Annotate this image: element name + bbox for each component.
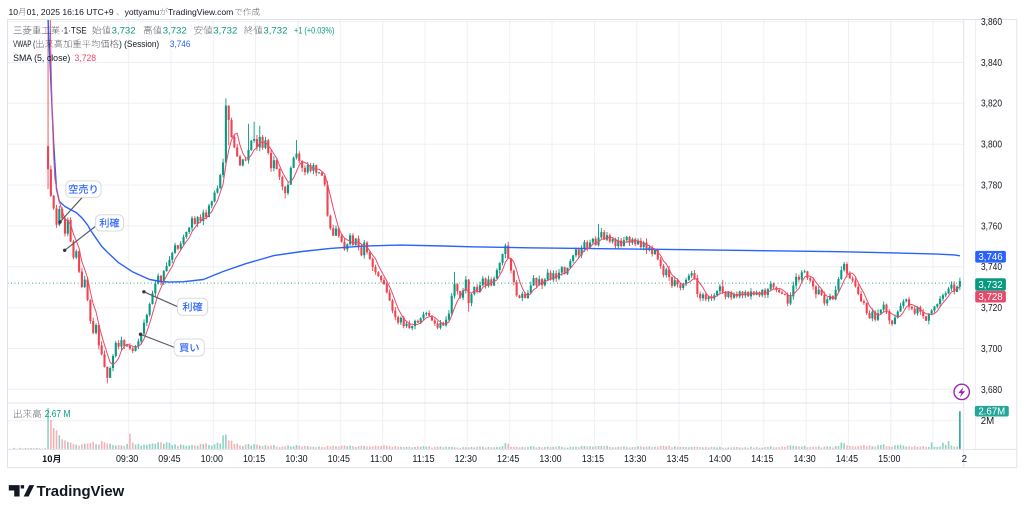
svg-text:2: 2: [962, 454, 967, 465]
svg-text:13:15: 13:15: [582, 454, 604, 465]
svg-text:13:30: 13:30: [624, 454, 647, 465]
svg-text:3,732: 3,732: [213, 26, 237, 37]
svg-text:3,732: 3,732: [978, 280, 1002, 291]
svg-text:13:00: 13:00: [539, 454, 562, 465]
svg-text:3,740: 3,740: [981, 262, 1003, 273]
svg-text:3,728: 3,728: [75, 53, 97, 64]
svg-text:10:45: 10:45: [328, 454, 350, 465]
svg-text:SMA (5, close): SMA (5, close): [13, 52, 70, 63]
svg-text:) (Session): ) (Session): [119, 38, 159, 49]
svg-text:TradingView: TradingView: [37, 484, 125, 500]
svg-text:11:15: 11:15: [412, 454, 434, 465]
svg-text:+1 (+0.03%): +1 (+0.03%): [294, 26, 334, 37]
svg-text:3,800: 3,800: [981, 140, 1003, 151]
svg-text:3,840: 3,840: [981, 58, 1003, 69]
svg-text:3,746: 3,746: [978, 252, 1002, 263]
svg-text:10:15: 10:15: [243, 454, 265, 465]
svg-text:3,860: 3,860: [981, 17, 1003, 28]
svg-text:13:45: 13:45: [666, 454, 688, 465]
svg-text:01, 2025 16:16 UTC+9: 01, 2025 16:16 UTC+9: [27, 7, 114, 17]
svg-text:3,680: 3,680: [981, 385, 1003, 396]
svg-text:2M: 2M: [981, 416, 994, 427]
svg-text:3,746: 3,746: [170, 39, 191, 50]
svg-text:3,732: 3,732: [263, 26, 287, 37]
svg-text:12:30: 12:30: [455, 454, 478, 465]
svg-text:3,732: 3,732: [163, 26, 187, 37]
svg-text:14:15: 14:15: [751, 454, 773, 465]
svg-text:TradingView.com: TradingView.com: [168, 7, 233, 17]
svg-text:3,820: 3,820: [981, 99, 1003, 110]
svg-text:12:45: 12:45: [497, 454, 519, 465]
svg-text:·1·TSE: ·1·TSE: [61, 26, 87, 36]
svg-text:3,732: 3,732: [112, 26, 136, 37]
svg-text:14:45: 14:45: [836, 454, 858, 465]
svg-text:3,760: 3,760: [981, 221, 1003, 232]
svg-text:2.67M: 2.67M: [978, 407, 1005, 418]
svg-text:10:00: 10:00: [201, 454, 224, 465]
svg-text:2.67 M: 2.67 M: [45, 409, 71, 420]
svg-text:3,700: 3,700: [981, 344, 1003, 355]
svg-text:11:00: 11:00: [370, 454, 393, 465]
svg-text:10: 10: [9, 7, 19, 17]
svg-text:3,720: 3,720: [981, 303, 1003, 314]
svg-text:14:30: 14:30: [793, 454, 816, 465]
svg-text:09:30: 09:30: [116, 454, 139, 465]
svg-text:14:00: 14:00: [709, 454, 732, 465]
svg-text:VWAP (: VWAP (: [13, 38, 36, 49]
svg-text:15:00: 15:00: [878, 454, 901, 465]
svg-text:3,728: 3,728: [978, 292, 1002, 303]
svg-text:3,780: 3,780: [981, 181, 1003, 192]
svg-text:10:30: 10:30: [285, 454, 308, 465]
svg-text:09:45: 09:45: [158, 454, 180, 465]
svg-text:yottyamu: yottyamu: [125, 7, 160, 17]
